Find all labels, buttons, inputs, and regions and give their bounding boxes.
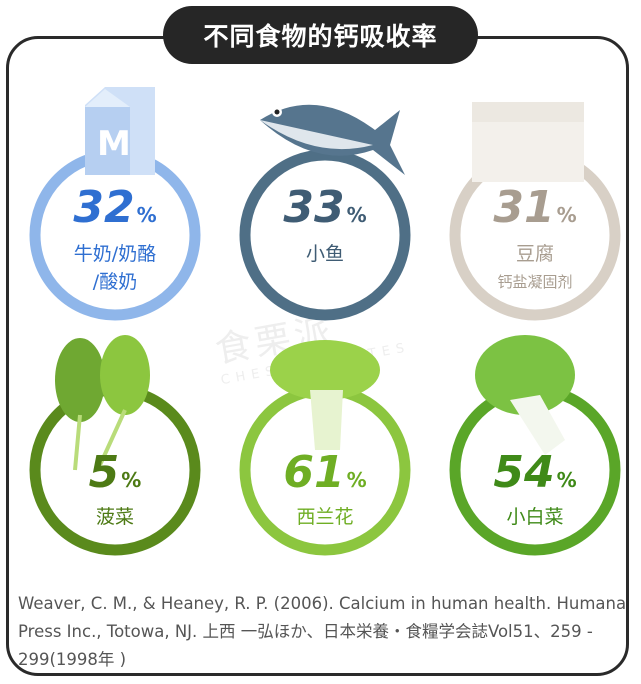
food-label: 牛奶/奶酪/酸奶 — [73, 243, 157, 293]
percent-value: 54% — [493, 447, 577, 498]
ring — [239, 149, 411, 321]
food-item: 31% 豆腐 钙盐凝固剂 — [440, 102, 630, 330]
percent-value: 33% — [283, 182, 367, 233]
percent-value: 32% — [73, 182, 157, 233]
food-label: 豆腐 钙盐凝固剂 — [497, 243, 573, 291]
percent-value: 5% — [88, 447, 142, 498]
svg-text:M: M — [97, 124, 131, 164]
food-label: 西兰花 — [296, 506, 354, 528]
food-label: 小白菜 — [506, 506, 564, 528]
percent-value: 61% — [283, 447, 367, 498]
food-item: 54% 小白菜 — [440, 335, 630, 565]
food-item: 5% 菠菜 — [20, 335, 210, 565]
food-label: 小鱼 — [305, 243, 344, 265]
food-item: 33% 小鱼 — [230, 104, 420, 330]
food-item: M 32% 牛奶/奶酪/酸奶 — [20, 87, 210, 330]
food-label: 菠菜 — [95, 506, 134, 528]
food-item: 61% 西兰花 — [230, 340, 420, 565]
percent-value: 31% — [493, 182, 577, 233]
page-title: 不同食物的钙吸收率 — [163, 6, 478, 64]
reference-text: Weaver, C. M., & Heaney, R. P. (2006). C… — [18, 594, 627, 669]
